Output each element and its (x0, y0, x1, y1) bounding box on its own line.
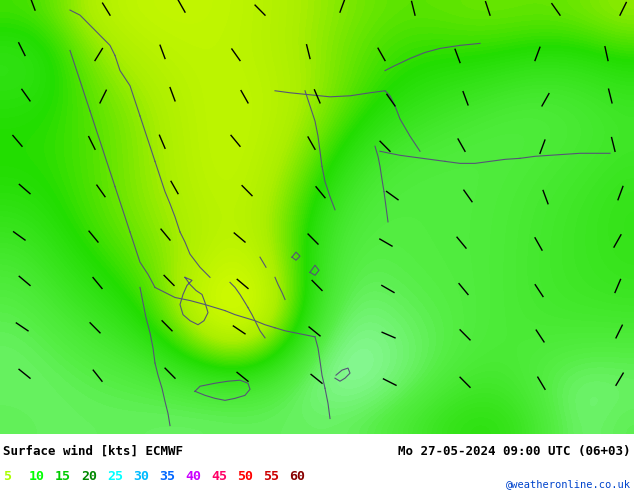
Text: 45: 45 (211, 470, 227, 483)
Text: 50: 50 (237, 470, 253, 483)
Text: 20: 20 (81, 470, 97, 483)
Text: 35: 35 (159, 470, 175, 483)
Text: 60: 60 (289, 470, 305, 483)
Text: 25: 25 (107, 470, 123, 483)
Text: 30: 30 (133, 470, 149, 483)
Text: 55: 55 (263, 470, 279, 483)
Text: 15: 15 (55, 470, 71, 483)
Text: Mo 27-05-2024 09:00 UTC (06+03): Mo 27-05-2024 09:00 UTC (06+03) (399, 444, 631, 458)
Text: 40: 40 (185, 470, 201, 483)
Text: 10: 10 (29, 470, 45, 483)
Text: 5: 5 (3, 470, 11, 483)
Text: @weatheronline.co.uk: @weatheronline.co.uk (506, 479, 631, 489)
Text: Surface wind [kts] ECMWF: Surface wind [kts] ECMWF (3, 444, 183, 458)
